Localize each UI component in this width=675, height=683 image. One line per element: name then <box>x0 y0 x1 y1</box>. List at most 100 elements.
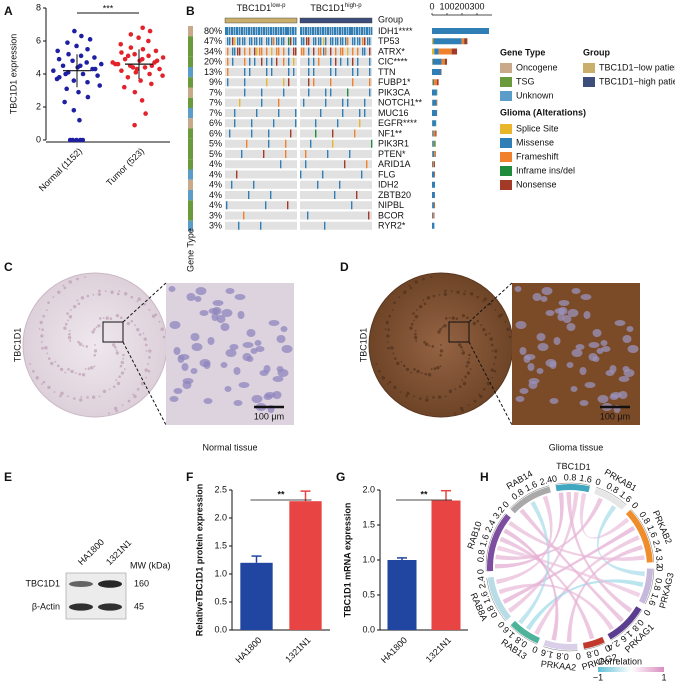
sector-tick-label: 0 <box>642 608 653 617</box>
mutation-tick <box>290 37 292 46</box>
mutation-tick <box>317 180 319 189</box>
legend-swatch <box>500 91 512 101</box>
gene-label: NF1** <box>378 128 403 138</box>
mutation-tick <box>234 47 236 56</box>
mutation-tick <box>231 180 233 189</box>
nucleus <box>614 320 626 326</box>
zoom-square <box>448 321 470 343</box>
row-background <box>225 180 297 189</box>
gene-type-cell <box>188 159 193 170</box>
tissue-speckle <box>494 356 497 359</box>
mutation-tick <box>315 129 317 138</box>
data-dot <box>76 89 81 95</box>
tissue-speckle <box>413 335 418 340</box>
legend-swatch <box>583 63 595 73</box>
tissue-speckle <box>427 373 432 377</box>
sector-tick-label: 1.6 <box>523 479 539 493</box>
mutation-tick <box>359 119 361 128</box>
gene-label: NIPBL <box>378 200 404 210</box>
nucleus <box>618 376 630 382</box>
tissue-speckle <box>53 391 56 393</box>
count-bar <box>433 202 435 209</box>
tissue-speckle <box>386 383 389 385</box>
mutation-tick <box>305 27 307 35</box>
nucleus <box>541 287 553 295</box>
tissue-speckle <box>97 292 102 296</box>
protein-label: β-Actin <box>32 601 60 611</box>
y-tick-label: 0 <box>36 134 41 144</box>
data-dot <box>98 61 104 67</box>
legend-swatch <box>500 63 512 73</box>
tissue-speckle <box>80 296 85 300</box>
mutation-tick <box>293 57 295 66</box>
mutation-tick <box>340 37 342 46</box>
group-sup: high-p <box>345 3 362 9</box>
y-tick-label: 1.0 <box>214 568 227 578</box>
mutation-tick <box>357 37 359 46</box>
mutation-tick <box>271 57 273 66</box>
sector-tick-label: 0 <box>655 566 665 571</box>
tissue-speckle <box>506 327 510 331</box>
data-dot <box>80 137 86 143</box>
mutation-tick <box>229 129 231 138</box>
percent-label: 3% <box>209 221 222 231</box>
mutation-tick <box>234 37 236 46</box>
percent-label: 7% <box>209 98 222 108</box>
tissue-speckle <box>46 352 49 355</box>
count-bar <box>432 99 437 106</box>
nucleus <box>527 363 535 371</box>
y-tick-label: 1.5 <box>214 540 227 550</box>
nucleus <box>264 392 276 398</box>
tissue-speckle <box>92 293 95 296</box>
nucleus <box>623 369 635 377</box>
data-dot <box>142 65 148 70</box>
data-dot <box>66 51 71 57</box>
mutation-tick <box>246 139 248 148</box>
mutation-tick <box>347 57 349 66</box>
mutation-tick <box>265 201 267 210</box>
mutation-tick <box>254 37 256 46</box>
nucleus <box>549 398 559 404</box>
mutation-tick <box>251 129 253 138</box>
mutation-tick <box>369 27 371 35</box>
mutation-tick <box>276 27 278 35</box>
tissue-speckle <box>137 297 141 301</box>
tissue-speckle <box>127 399 131 403</box>
mutation-tick <box>303 37 305 46</box>
mutation-tick <box>295 47 297 56</box>
tissue-speckle <box>118 290 121 292</box>
nucleus <box>571 349 583 357</box>
mutation-tick <box>347 88 349 97</box>
tissue-speckle <box>402 364 406 368</box>
tissue-speckle <box>406 391 410 396</box>
count-bar <box>432 161 433 168</box>
mutation-tick <box>313 78 315 87</box>
sector-axis <box>509 625 538 645</box>
data-dot <box>128 32 134 37</box>
data-dot <box>87 37 93 42</box>
sector-tick-label: 0 <box>630 500 641 511</box>
data-dot <box>119 68 124 73</box>
mutation-tick <box>264 27 266 35</box>
tissue-speckle <box>444 289 447 293</box>
tissue-speckle <box>432 396 435 399</box>
group-name: TBC1D1 <box>310 3 345 13</box>
tissue-speckle <box>108 388 111 391</box>
tissue-speckle <box>387 346 390 350</box>
legend-swatch <box>500 138 512 148</box>
gene-type-cell <box>188 220 193 231</box>
tissue-speckle <box>388 380 392 384</box>
data-dot <box>149 81 154 87</box>
percent-label: 9% <box>209 77 222 87</box>
percent-label: 4% <box>209 159 222 169</box>
nucleus <box>234 294 246 300</box>
tissue-speckle <box>398 296 401 299</box>
mutation-tick <box>330 57 332 66</box>
mutation-tick <box>259 27 261 35</box>
row-background <box>300 211 372 220</box>
nucleus <box>194 296 202 302</box>
tissue-speckle <box>102 317 105 319</box>
tissue-speckle <box>110 290 114 294</box>
bar <box>387 560 417 630</box>
